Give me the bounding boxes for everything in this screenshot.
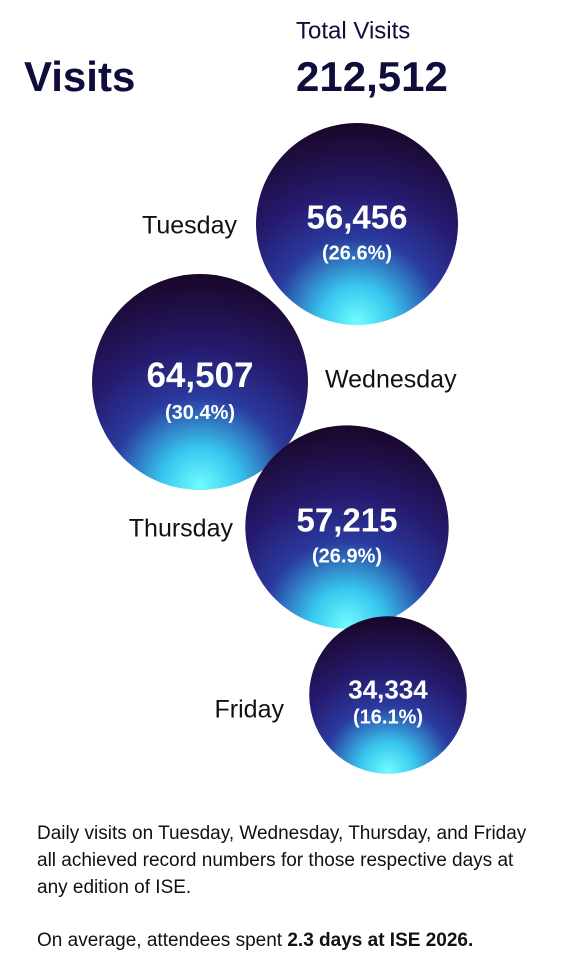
value-label: 64,507 — [146, 356, 253, 395]
notes: Daily visits on Tuesday, Wednesday, Thur… — [37, 820, 537, 980]
chart-title: Visits — [24, 53, 135, 100]
percent-label: (26.9%) — [312, 545, 382, 567]
bubble — [309, 616, 467, 774]
note: Daily visits on Tuesday, Wednesday, Thur… — [37, 823, 527, 898]
total-title: Total Visits — [296, 17, 410, 44]
chart: Visits Total Visits 212,512 56,456 (26.6%… — [24, 17, 467, 774]
percent-label: (16.1%) — [353, 707, 423, 729]
category-label: Thursday — [129, 515, 234, 543]
note: On average, attendees spent 2.3 days at … — [37, 927, 537, 954]
value-label: 34,334 — [348, 674, 428, 704]
percent-label: (30.4%) — [165, 402, 235, 424]
value-label: 56,456 — [307, 199, 408, 236]
value-label: 57,215 — [297, 502, 398, 539]
total-value: 212,512 — [296, 53, 448, 100]
bubble — [245, 425, 449, 629]
percent-label: (26.6%) — [322, 242, 392, 264]
note-text: On average, attendees spent — [37, 930, 288, 951]
bubble — [92, 274, 308, 490]
category-label: Friday — [215, 696, 285, 724]
category-label: Tuesday — [142, 212, 237, 240]
category-label: Wednesday — [325, 366, 457, 394]
note-emphasis: 2.3 days at ISE 2026. — [287, 930, 474, 951]
bubble — [256, 123, 458, 325]
